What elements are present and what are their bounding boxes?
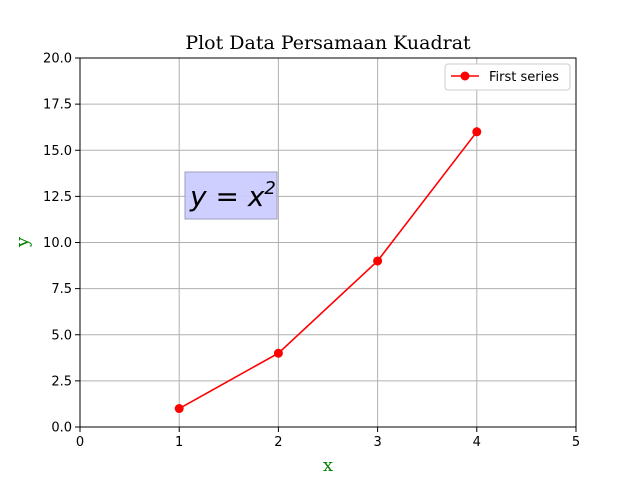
y-tick-label: 15.0 <box>43 144 72 159</box>
annotation-box <box>184 171 278 220</box>
data-point <box>373 256 383 266</box>
y-tick-label: 20.0 <box>43 52 72 67</box>
data-point <box>174 404 184 414</box>
legend-box <box>444 63 571 91</box>
legend-marker <box>460 71 470 81</box>
series-group <box>174 127 482 414</box>
annotation-exponent: 2 <box>264 178 275 199</box>
y-axis-label: y <box>12 236 33 248</box>
x-axis-label: x <box>323 455 333 476</box>
x-axis: 0 1 2 3 4 5 <box>76 427 580 450</box>
x-tick-label: 3 <box>373 435 381 450</box>
data-point <box>472 127 482 137</box>
x-tick-label: 4 <box>473 435 481 450</box>
y-tick-label: 5.0 <box>51 328 72 343</box>
x-tick-label: 0 <box>76 435 84 450</box>
y-tick-label: 2.5 <box>51 374 72 389</box>
x-tick-label: 2 <box>274 435 282 450</box>
data-point <box>273 348 283 358</box>
x-tick-label: 5 <box>572 435 580 450</box>
y-tick-label: 17.5 <box>43 98 72 113</box>
y-tick-label: 10.0 <box>43 236 72 251</box>
series-line <box>178 131 478 410</box>
chart-title: Plot Data Persamaan Kuadrat <box>185 32 471 54</box>
y-tick-label: 12.5 <box>43 190 72 205</box>
annotation-base: y = x <box>189 180 265 213</box>
annotation-text: y = x2 <box>189 178 276 213</box>
legend-entry-label: First series <box>489 70 559 85</box>
grid <box>79 57 577 428</box>
y-tick-label: 7.5 <box>51 282 72 297</box>
legend: First series <box>444 63 571 91</box>
y-axis: 0.0 2.5 5.0 7.5 10.0 12.5 15.0 17.5 20.0 <box>43 52 80 436</box>
equation-annotation: y = x2 <box>184 171 278 220</box>
y-tick-label: 0.0 <box>51 421 72 436</box>
x-tick-label: 1 <box>175 435 183 450</box>
